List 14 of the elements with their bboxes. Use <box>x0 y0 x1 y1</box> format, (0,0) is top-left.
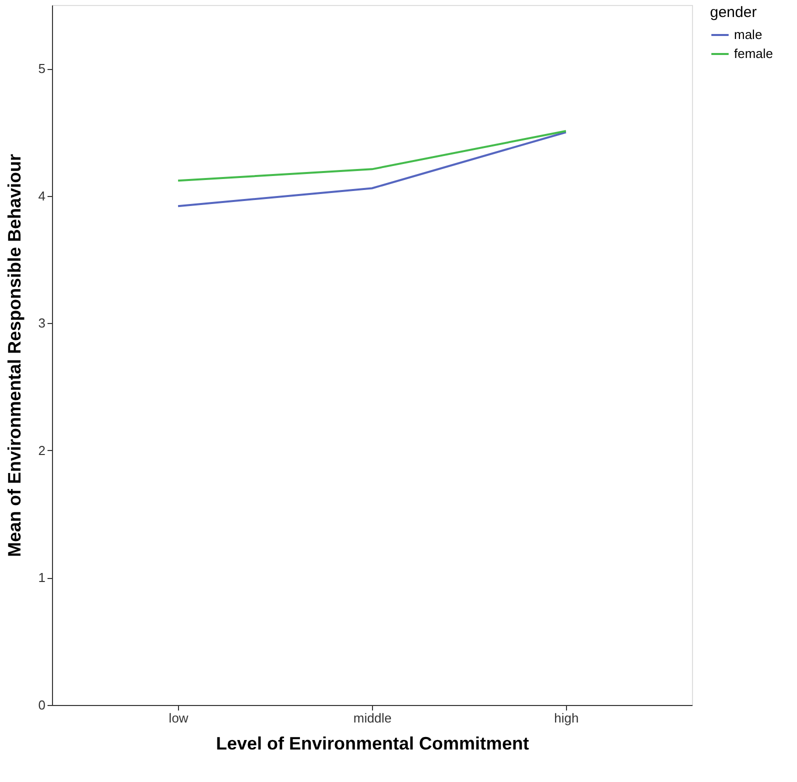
x-tick-label: high <box>554 710 579 726</box>
legend-label: female <box>734 46 774 61</box>
legend-label: male <box>734 27 762 42</box>
y-tick-label: 5 <box>38 61 46 76</box>
legend-title: gender <box>710 4 757 21</box>
x-tick-label: middle <box>353 710 392 726</box>
y-tick-label: 4 <box>38 188 46 204</box>
x-axis-title: Level of Environmental Commitment <box>216 734 530 754</box>
y-tick-label: 0 <box>38 698 46 712</box>
y-tick-label: 1 <box>38 570 46 586</box>
y-tick-label: 3 <box>38 316 46 331</box>
y-axis-title: Mean of Environmental Responsible Behaviour <box>4 154 24 558</box>
x-tick-label: low <box>168 710 189 726</box>
y-tick-label: 2 <box>38 442 46 458</box>
